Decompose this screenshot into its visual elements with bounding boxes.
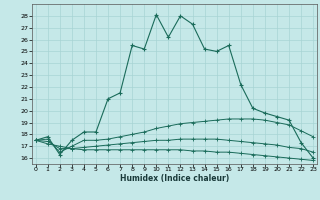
X-axis label: Humidex (Indice chaleur): Humidex (Indice chaleur) bbox=[120, 174, 229, 183]
